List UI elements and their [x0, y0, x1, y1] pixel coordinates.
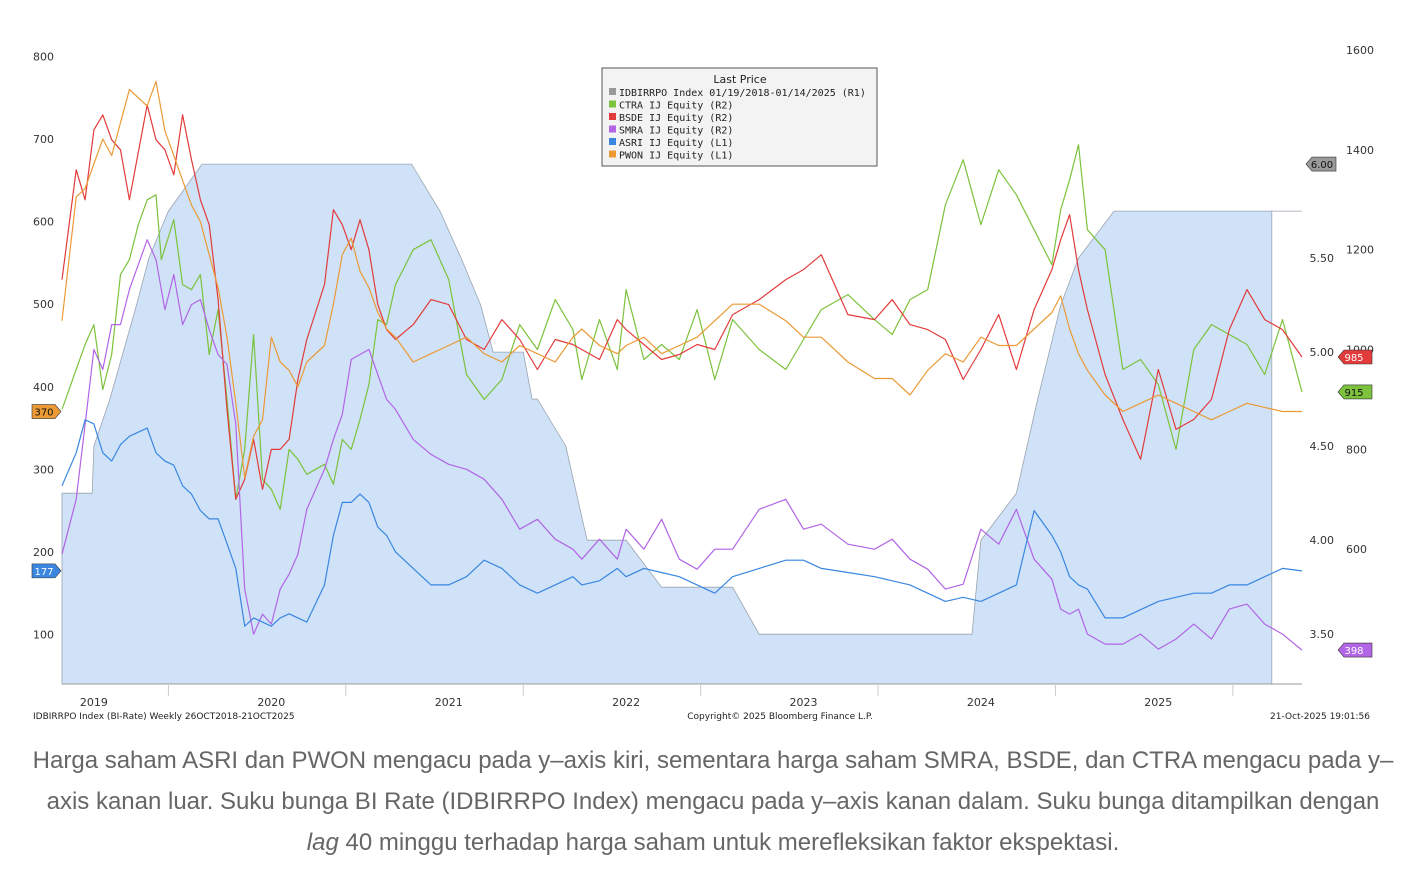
caption-italic-lag: lag [306, 829, 339, 856]
left-axis-tick-400: 400 [33, 381, 54, 394]
rate-axis-tick-4.00: 4.00 [1310, 534, 1335, 547]
right-axis-tick-1200: 1200 [1346, 244, 1374, 257]
left-axis-tick-100: 100 [33, 628, 54, 641]
series-line-asri [61, 419, 1303, 627]
series-line-smra [61, 239, 1303, 651]
legend-label-asri: ASRI IJ Equity (L1) [619, 138, 733, 149]
tag-value-ctra: 915 [1344, 388, 1363, 399]
last-value-tags-layer: 370 177 6.00 985 915 398 [31, 156, 1373, 658]
legend-swatch-bi [609, 88, 616, 95]
tag-value-bsde: 985 [1344, 353, 1363, 364]
bi-rate-area-layer [61, 163, 1302, 685]
last-value-tag-pwon: 370 [31, 404, 62, 419]
tag-shape-asri [31, 563, 62, 579]
tag-value-pwon: 370 [34, 408, 53, 419]
tag-shape-smra [1337, 642, 1373, 658]
footer-copyright: Copyright© 2025 Bloomberg Finance L.P. [687, 712, 872, 722]
legend-title: Last Price [713, 73, 766, 86]
tag-shape-pwon [31, 404, 62, 419]
right-axis-tick-1600: 1600 [1346, 44, 1374, 57]
chart-figure: 2019 2020 2021 2022 2023 2024 2025 100 200 300 400… [31, 44, 1374, 722]
left-axis-tick-700: 700 [33, 133, 54, 146]
left-axis-tick-500: 500 [33, 298, 54, 311]
series-line-bsde [61, 104, 1303, 500]
right-axis-tick-1400: 1400 [1346, 144, 1374, 157]
last-value-tag-bsde: 985 [1337, 349, 1373, 365]
x-tick-label-2021: 2021 [435, 696, 463, 709]
right-axis-tick-600: 600 [1346, 543, 1367, 556]
legend-box [601, 67, 878, 167]
figure-caption: Harga saham ASRI dan PWON mengacu pada y… [30, 740, 1396, 863]
right-axis-tick-800: 800 [1346, 443, 1367, 456]
last-value-tag-ctra: 915 [1337, 384, 1373, 400]
x-tick-label-2020: 2020 [257, 696, 285, 709]
legend-swatch-pwon [609, 150, 616, 158]
rate-axis-tick-3.50: 3.50 [1310, 628, 1335, 641]
series-line-pwon [61, 80, 1302, 479]
legend-label-ctra: CTRA IJ Equity (R2) [619, 101, 733, 112]
footer-index-label: IDBIRRPO Index (BI-Rate) Weekly 26OCT201… [33, 712, 295, 722]
bi-rate-area [61, 163, 1302, 685]
series-lines-layer [61, 80, 1303, 651]
tag-shape-bsde [1337, 349, 1373, 365]
tag-value-asri: 177 [34, 567, 53, 578]
legend-swatch-smra [609, 125, 616, 133]
left-axis-tick-300: 300 [33, 463, 54, 476]
x-tick-label-2024: 2024 [967, 696, 995, 709]
x-tick-label-2025: 2025 [1144, 696, 1172, 709]
last-value-tag-bi: 6.00 [1305, 156, 1337, 172]
legend-items: IDBIRRPO Index 01/19/2018-01/14/2025 (R1… [609, 88, 866, 162]
last-value-tag-smra: 398 [1337, 642, 1373, 658]
tag-shape-ctra [1337, 384, 1373, 400]
x-tick-label-2019: 2019 [80, 696, 108, 709]
x-tick-label-2022: 2022 [612, 696, 640, 709]
last-value-tag-asri: 177 [31, 563, 62, 579]
legend-swatch-ctra [609, 100, 616, 108]
rate-axis-tick-5.00: 5.00 [1310, 346, 1335, 359]
left-axis-tick-800: 800 [33, 51, 54, 64]
rate-axis-tick-4.50: 4.50 [1310, 440, 1335, 453]
legend-label-bsde: BSDE IJ Equity (R2) [619, 113, 733, 124]
legend-swatch-asri [609, 138, 616, 145]
tag-value-bi: 6.00 [1311, 160, 1333, 171]
left-axis-tick-600: 600 [33, 216, 54, 229]
tag-value-smra: 398 [1344, 646, 1363, 657]
caption-text-2: 40 minggu terhadap harga saham untuk mer… [338, 829, 1120, 856]
legend-label-smra: SMRA IJ Equity (R2) [619, 126, 733, 137]
legend-label-bi: IDBIRRPO Index 01/19/2018-01/14/2025 (R1… [619, 88, 866, 99]
caption-text-1: Harga saham ASRI dan PWON mengacu pada y… [32, 747, 1394, 815]
legend-label-pwon: PWON IJ Equity (L1) [619, 151, 733, 162]
left-axis-tick-200: 200 [33, 546, 54, 559]
rate-axis-tick-5.50: 5.50 [1310, 252, 1335, 265]
axes-layer: 2019 2020 2021 2022 2023 2024 2025 100 200 300 400… [33, 44, 1374, 709]
legend: Last Price IDBIRRPO Index 01/19/2018-01/… [601, 67, 878, 167]
footer-timestamp: 21-Oct-2025 19:01:56 [1270, 712, 1370, 722]
tag-shape-bi [1305, 156, 1337, 172]
legend-swatch-bsde [609, 113, 616, 120]
x-tick-label-2023: 2023 [790, 696, 818, 709]
